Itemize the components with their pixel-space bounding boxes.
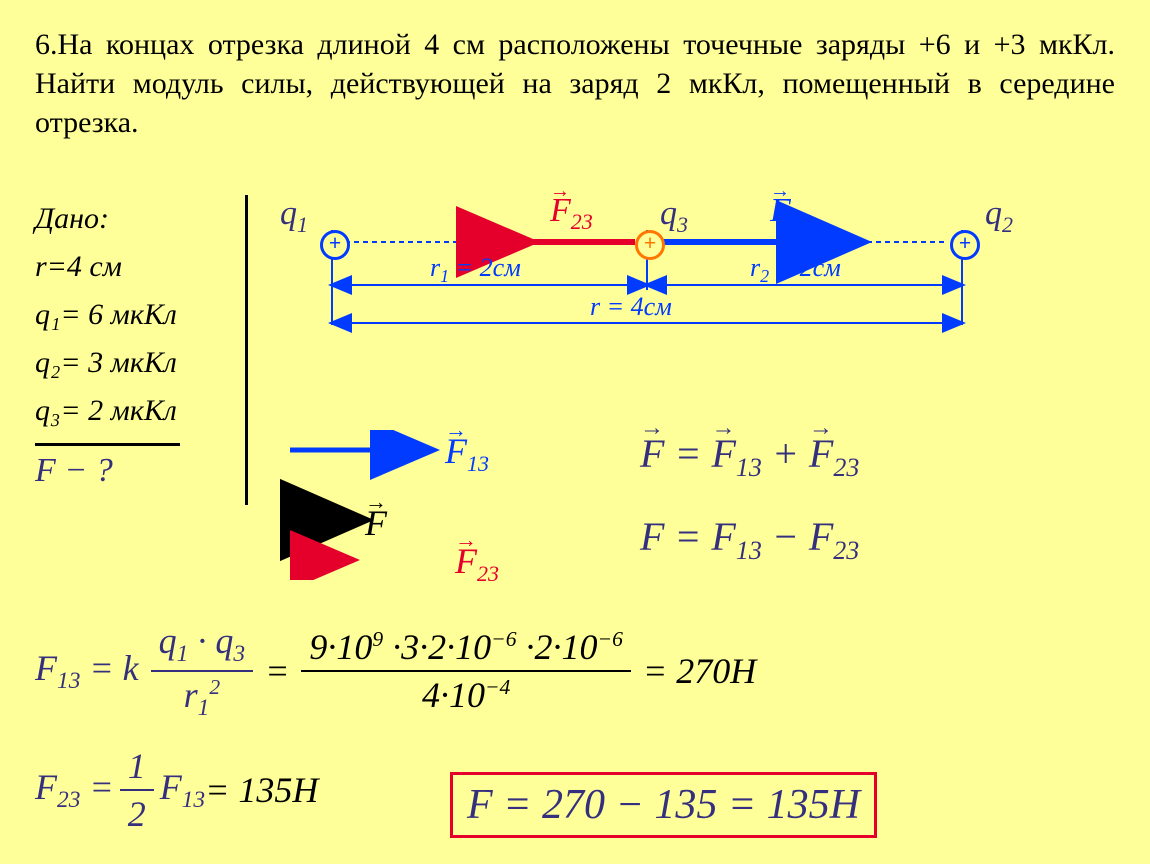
problem-statement: 6.На концах отрезка длиной 4 см располож… [35,25,1115,142]
label-f23: F→23 [550,192,593,235]
charge-q2: + [950,230,980,260]
given-block: Дано: r=4 см q₁= 6 мкКл q₂= 3 мкКл q₃= 2… [35,195,285,490]
label-f13: F→13 [770,192,813,235]
label-q3: q3 [660,195,688,238]
vecstack-f: F→ [365,502,387,544]
charge-q1: + [320,230,350,260]
vecstack-f23: F→23 [455,540,499,587]
eq-scalar: F = F13 − F23 [640,513,859,566]
label-r1: r1 = 2см [430,253,521,287]
calc-f13-result: = 270H [643,650,756,692]
label-q2: q2 [985,195,1013,238]
label-r: r = 4см [590,292,672,322]
vecstack-svg [280,430,580,580]
final-result: F = 270 − 135 = 135H [450,772,877,838]
calc-f23: F23 = 1 2 F13 = 135H [35,745,318,835]
equations: F→ = F→13 + F→23 F = F13 − F23 [640,430,859,566]
label-r2: r2 = 2см [750,253,841,287]
given-divider-h [35,443,180,446]
given-divider-vert [245,195,248,505]
eq-vector-sum: F→ = F→13 + F→23 [640,430,859,483]
label-q1: q1 [280,195,308,238]
calculations: F13 = k q1 · q3 r12 = 9·109 ·3·2·10−6 ·2… [35,620,1115,722]
calc-f23-result: = 135H [205,769,318,811]
calc-f13: F13 = k q1 · q3 r12 = 9·109 ·3·2·10−6 ·2… [35,620,1115,722]
vecstack-f13: F→13 [445,430,489,477]
force-diagram: + + + q1 q3 q2 F→23 F→13 r1 = 2см r2 = 2… [290,190,1110,380]
